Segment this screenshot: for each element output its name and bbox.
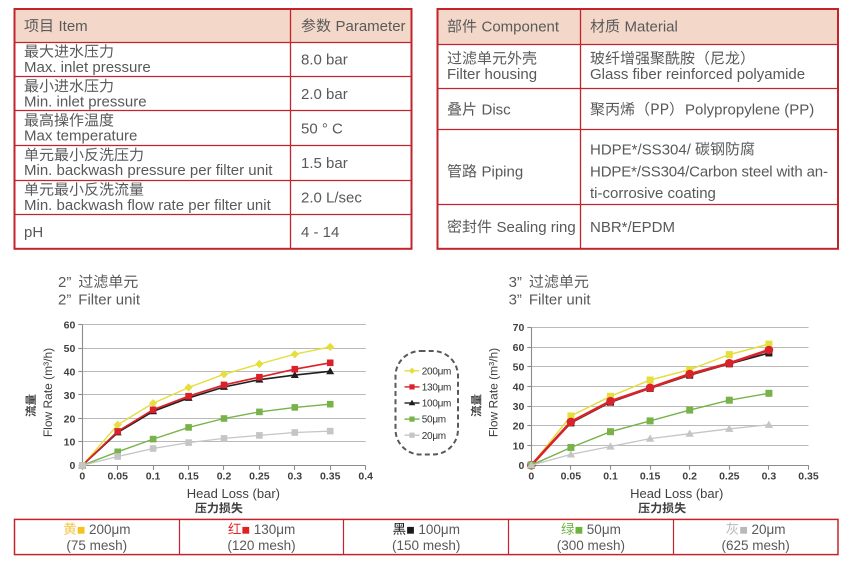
svg-text:2.0 bar: 2.0 bar	[301, 86, 348, 103]
svg-text:130μm: 130μm	[254, 522, 296, 537]
svg-text:0.25: 0.25	[249, 471, 270, 483]
svg-text:Parameter: Parameter	[336, 18, 406, 35]
svg-text:(75 mesh): (75 mesh)	[66, 538, 127, 553]
svg-text:(150 mesh): (150 mesh)	[392, 538, 460, 553]
svg-text:50: 50	[64, 343, 76, 355]
svg-text:20: 20	[64, 413, 76, 425]
svg-text:20: 20	[513, 421, 525, 433]
svg-text:Flow Rate (m³/h): Flow Rate (m³/h)	[41, 348, 55, 437]
svg-text:50μm: 50μm	[422, 415, 446, 426]
svg-text:Sealing ring: Sealing ring	[497, 219, 576, 236]
svg-text:100μm: 100μm	[418, 522, 460, 537]
svg-text:10: 10	[513, 440, 525, 452]
svg-text:2.0 L/sec: 2.0 L/sec	[301, 190, 362, 207]
svg-text:0.15: 0.15	[640, 470, 661, 482]
svg-text:40: 40	[64, 366, 76, 378]
svg-text:70: 70	[513, 322, 525, 334]
svg-text:Head Loss (bar): Head Loss (bar)	[187, 486, 280, 501]
svg-text:50: 50	[513, 362, 525, 374]
svg-text:Disc: Disc	[482, 102, 512, 119]
svg-text:HDPE*/SS304/Carbon steel with: HDPE*/SS304/Carbon steel with an-	[590, 164, 828, 181]
svg-text:4 - 14: 4 - 14	[301, 224, 339, 241]
svg-text:200μm: 200μm	[422, 366, 451, 377]
svg-text:Min. backwash flow rate per fi: Min. backwash flow rate per filter unit	[24, 197, 272, 214]
svg-text:60: 60	[513, 342, 525, 354]
svg-text:50μm: 50μm	[587, 522, 621, 537]
svg-text:0.3: 0.3	[762, 470, 777, 482]
svg-text:(120 mesh): (120 mesh)	[227, 538, 295, 553]
svg-text:130μm: 130μm	[422, 383, 451, 394]
svg-text:Item: Item	[59, 18, 88, 35]
svg-text:0.15: 0.15	[178, 471, 199, 483]
svg-text:Filter unit: Filter unit	[529, 292, 592, 309]
svg-text:Material: Material	[625, 19, 678, 36]
svg-text:2”: 2”	[58, 274, 71, 291]
svg-text:ti-corrosive coating: ti-corrosive coating	[590, 185, 716, 202]
svg-text:0.1: 0.1	[146, 471, 161, 483]
svg-text:(625 mesh): (625 mesh)	[721, 538, 789, 553]
svg-text:3”: 3”	[509, 274, 522, 291]
svg-text:NBR*/EPDM: NBR*/EPDM	[590, 219, 675, 236]
svg-text:60: 60	[64, 319, 76, 331]
svg-text:(300 mesh): (300 mesh)	[557, 538, 625, 553]
svg-text:8.0 bar: 8.0 bar	[301, 52, 348, 69]
svg-text:Min. inlet pressure: Min. inlet pressure	[24, 93, 147, 110]
svg-text:HDPE*/SS304/: HDPE*/SS304/	[590, 141, 692, 158]
svg-text:0.2: 0.2	[682, 470, 697, 482]
svg-text:0.2: 0.2	[217, 471, 232, 483]
svg-text:Filter housing: Filter housing	[447, 66, 537, 83]
svg-text:Filter unit: Filter unit	[78, 292, 141, 309]
svg-text:Piping: Piping	[482, 164, 524, 181]
svg-text:10: 10	[64, 437, 76, 449]
svg-text:Head Loss (bar): Head Loss (bar)	[630, 486, 723, 501]
svg-text:Glass fiber reinforced polyami: Glass fiber reinforced polyamide	[590, 66, 805, 83]
svg-text:0.35: 0.35	[320, 471, 341, 483]
svg-text:Min. backwash pressure per fil: Min. backwash pressure per filter unit	[24, 162, 273, 179]
svg-text:pH: pH	[24, 224, 43, 241]
svg-text:0: 0	[79, 471, 85, 483]
svg-text:Component: Component	[482, 19, 560, 36]
svg-text:100μm: 100μm	[422, 399, 451, 410]
svg-text:0: 0	[518, 460, 524, 472]
svg-text:Max temperature: Max temperature	[24, 128, 137, 145]
svg-text:1.5 bar: 1.5 bar	[301, 155, 348, 172]
svg-text:40: 40	[513, 381, 525, 393]
svg-text:200μm: 200μm	[89, 522, 131, 537]
svg-text:0: 0	[69, 460, 75, 472]
svg-text:50 ° C: 50 ° C	[301, 120, 343, 137]
svg-text:Polypropylene (PP): Polypropylene (PP)	[685, 102, 814, 119]
svg-text:Flow Rate (m³/h): Flow Rate (m³/h)	[487, 348, 501, 437]
svg-text:0.05: 0.05	[561, 470, 582, 482]
svg-text:30: 30	[513, 401, 525, 413]
svg-text:0.05: 0.05	[107, 471, 128, 483]
svg-text:20μm: 20μm	[422, 431, 446, 442]
svg-text:0.25: 0.25	[719, 470, 740, 482]
svg-text:20μm: 20μm	[752, 522, 786, 537]
svg-text:0: 0	[528, 470, 534, 482]
svg-text:0.1: 0.1	[603, 470, 618, 482]
svg-text:30: 30	[64, 390, 76, 402]
svg-text:0.4: 0.4	[358, 471, 373, 483]
svg-text:Max. inlet pressure: Max. inlet pressure	[24, 59, 151, 76]
svg-text:3”: 3”	[509, 292, 522, 309]
svg-text:0.35: 0.35	[798, 470, 819, 482]
svg-text:2”: 2”	[58, 292, 71, 309]
svg-text:0.3: 0.3	[287, 471, 302, 483]
